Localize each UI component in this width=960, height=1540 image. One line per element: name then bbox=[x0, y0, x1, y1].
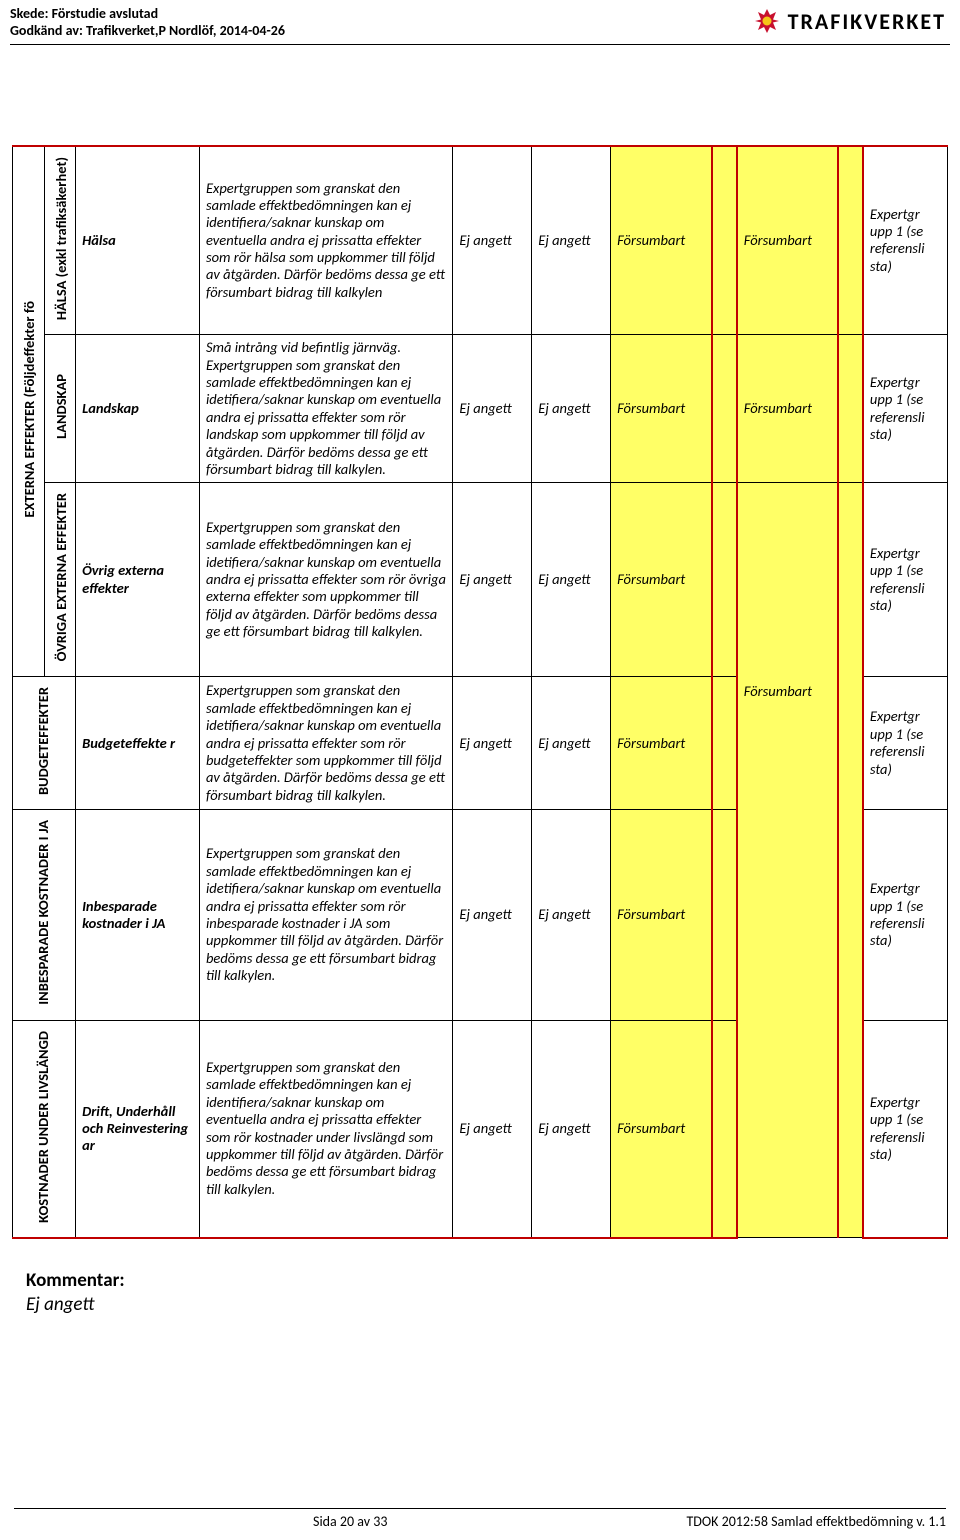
yellow-narrow-cell bbox=[712, 677, 737, 810]
yellow-cell: Försumbart bbox=[611, 1020, 712, 1238]
value-cell: Ej angett bbox=[532, 335, 611, 483]
table-row: ÖVRIGA EXTERNA EFFEKTER Övrig externa ef… bbox=[13, 483, 948, 677]
description-cell: Expertgruppen som granskat den samlade e… bbox=[199, 483, 452, 677]
logo: TRAFIKVERKET bbox=[752, 6, 946, 36]
yellow-narrow-merged-cell bbox=[838, 483, 863, 1238]
value-cell: Ej angett bbox=[453, 810, 532, 1020]
page-footer: Sida 20 av 33 TDOK 2012:58 Samlad effekt… bbox=[0, 1508, 960, 1530]
description-cell: Små intrång vid befintlig järnväg. Exper… bbox=[199, 335, 452, 483]
value-cell: Ej angett bbox=[453, 146, 532, 335]
yellow-cell: Försumbart bbox=[611, 810, 712, 1020]
trafikverket-logo-icon bbox=[752, 6, 782, 36]
vertical-category-kostnader: KOSTNADER UNDER LIVSLÄNGD bbox=[13, 1020, 76, 1238]
value-cell: Ej angett bbox=[453, 677, 532, 810]
yellow-cell: Försumbart bbox=[737, 335, 838, 483]
value-cell: Ej angett bbox=[532, 146, 611, 335]
yellow-narrow-cell bbox=[838, 146, 863, 335]
description-cell: Expertgruppen som granskat den samlade e… bbox=[199, 810, 452, 1020]
description-cell: Expertgruppen som granskat den samlade e… bbox=[199, 146, 452, 335]
yellow-narrow-cell bbox=[838, 335, 863, 483]
value-cell: Ej angett bbox=[532, 677, 611, 810]
yellow-narrow-cell bbox=[712, 483, 737, 677]
aspect-cell: Inbesparade kostnader i JA bbox=[76, 810, 200, 1020]
comment-text: Ej angett bbox=[26, 1293, 94, 1316]
yellow-cell: Försumbart bbox=[611, 335, 712, 483]
yellow-narrow-cell bbox=[712, 146, 737, 335]
value-cell: Ej angett bbox=[453, 335, 532, 483]
value-cell: Ej angett bbox=[532, 810, 611, 1020]
comment-label: Kommentar: bbox=[26, 1269, 125, 1292]
vertical-category-inbesparade: INBESPARADE KOSTNADER I JA bbox=[13, 810, 76, 1020]
value-cell: Ej angett bbox=[532, 1020, 611, 1238]
value-cell: Ej angett bbox=[532, 483, 611, 677]
yellow-narrow-cell bbox=[712, 1020, 737, 1238]
vertical-category-budget: BUDGETEFFEKTER bbox=[13, 677, 76, 810]
vertical-category-ovriga: ÖVRIGA EXTERNA EFFEKTER bbox=[44, 483, 76, 677]
expert-cell: Expertgr upp 1 (se referensli sta) bbox=[863, 483, 948, 677]
yellow-cell: Försumbart bbox=[611, 677, 712, 810]
aspect-cell: Budgeteffekte r bbox=[76, 677, 200, 810]
vertical-category-externa: EXTERNA EFFEKTER (Följdeffekter fö bbox=[13, 146, 45, 677]
description-cell: Expertgruppen som granskat den samlade e… bbox=[199, 677, 452, 810]
table-row: EXTERNA EFFEKTER (Följdeffekter fö HÄLSA… bbox=[13, 146, 948, 335]
yellow-narrow-cell bbox=[712, 335, 737, 483]
aspect-cell: Hälsa bbox=[76, 146, 200, 335]
footer-reference: TDOK 2012:58 Samlad effektbedömning v. 1… bbox=[686, 1513, 946, 1530]
yellow-cell: Försumbart bbox=[611, 483, 712, 677]
aspect-cell: Övrig externa effekter bbox=[76, 483, 200, 677]
expert-cell: Expertgr upp 1 (se referensli sta) bbox=[863, 335, 948, 483]
value-cell: Ej angett bbox=[453, 1020, 532, 1238]
expert-cell: Expertgr upp 1 (se referensli sta) bbox=[863, 677, 948, 810]
expert-cell: Expertgr upp 1 (se referensli sta) bbox=[863, 1020, 948, 1238]
yellow-narrow-cell bbox=[712, 810, 737, 1020]
footer-divider bbox=[14, 1508, 946, 1509]
footer-page-number: Sida 20 av 33 bbox=[14, 1513, 686, 1530]
aspect-cell: Landskap bbox=[76, 335, 200, 483]
main-content: EXTERNA EFFEKTER (Följdeffekter fö HÄLSA… bbox=[0, 45, 960, 1319]
vertical-category-halsa: HÄLSA (exkl trafiksäkerhet) bbox=[44, 146, 76, 335]
effects-table: EXTERNA EFFEKTER (Följdeffekter fö HÄLSA… bbox=[12, 145, 948, 1239]
yellow-cell: Försumbart bbox=[611, 146, 712, 335]
logo-text: TRAFIKVERKET bbox=[788, 8, 946, 35]
expert-cell: Expertgr upp 1 (se referensli sta) bbox=[863, 146, 948, 335]
comment-block: Kommentar: Ej angett bbox=[12, 1239, 948, 1318]
table-row: LANDSKAP Landskap Små intrång vid befint… bbox=[13, 335, 948, 483]
value-cell: Ej angett bbox=[453, 483, 532, 677]
vertical-category-landskap: LANDSKAP bbox=[44, 335, 76, 483]
description-cell: Expertgruppen som granskat den samlade e… bbox=[199, 1020, 452, 1238]
expert-cell: Expertgr upp 1 (se referensli sta) bbox=[863, 810, 948, 1020]
aspect-cell: Drift, Underhåll och Reinvestering ar bbox=[76, 1020, 200, 1238]
yellow-merged-cell: Försumbart bbox=[737, 483, 838, 1238]
yellow-cell: Försumbart bbox=[737, 146, 838, 335]
